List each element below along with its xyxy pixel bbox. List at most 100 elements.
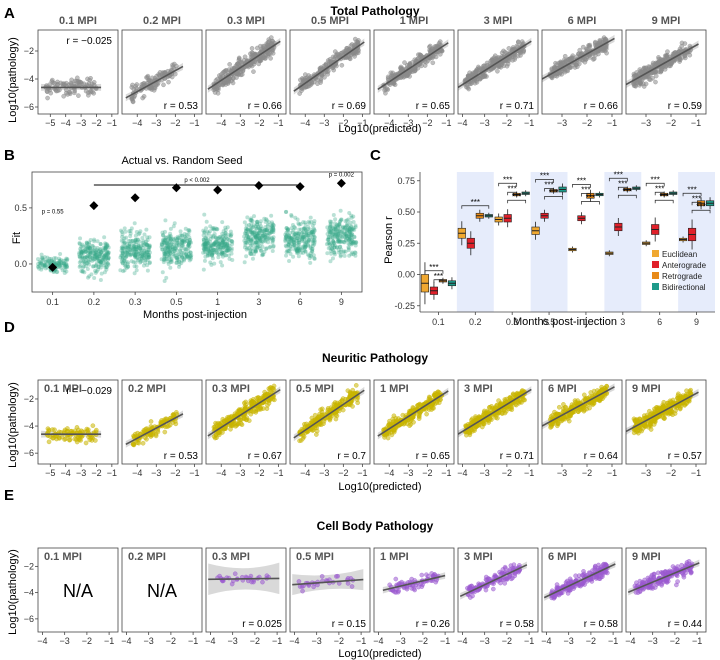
data-point [344, 55, 349, 61]
random-seed-point [87, 262, 92, 267]
p-value-label: p < 0.002 [184, 178, 210, 184]
x-tick-label: −2 [582, 118, 592, 128]
random-seed-point [185, 244, 190, 249]
x-tick-label: −3 [557, 118, 567, 128]
plot-area [41, 423, 102, 446]
random-seed-point [90, 264, 95, 269]
x-tick-label: 6 [298, 297, 303, 307]
data-point [480, 412, 486, 418]
data-point [631, 74, 637, 79]
data-point [474, 67, 480, 72]
y-tick-label: -0.25 [394, 301, 415, 311]
data-point [487, 405, 492, 410]
random-seed-point [266, 222, 271, 227]
data-point [252, 59, 258, 65]
data-point [140, 440, 146, 446]
random-seed-point [138, 254, 143, 259]
data-point [253, 410, 259, 415]
data-point [166, 79, 171, 85]
x-tick-label: 1 [215, 297, 220, 307]
random-seed-point [39, 255, 44, 260]
x-tick-label: −4 [132, 468, 142, 478]
data-point [141, 81, 147, 86]
data-point [648, 77, 653, 82]
x-tick-label: −2 [91, 468, 101, 478]
regression-line [626, 43, 699, 86]
random-seed-point [310, 241, 315, 246]
data-point [141, 427, 147, 433]
random-seed-point [249, 234, 254, 239]
x-tick-label: −3 [76, 118, 86, 128]
random-seed-point [270, 238, 275, 243]
random-seed-point [263, 235, 268, 240]
random-seed-point [64, 256, 69, 261]
y-tick-label: −2 [24, 46, 34, 56]
x-tick-label: −4 [457, 468, 467, 478]
random-seed-point [260, 253, 265, 258]
x-tick-label: −2 [502, 118, 512, 128]
legend-swatch [652, 283, 659, 290]
regression-line [542, 37, 615, 80]
panel-title: 6 MPI [568, 15, 597, 27]
significance-stars: *** [512, 192, 521, 201]
data-point [76, 93, 81, 98]
random-seed-point [309, 230, 314, 235]
random-seed-point [269, 213, 274, 218]
shaded-band [456, 172, 494, 312]
panel-title: 0.2 MPI [143, 15, 181, 27]
legend-swatch [652, 261, 659, 268]
random-seed-point [141, 251, 146, 256]
r-value: r = −0.029 [66, 386, 112, 397]
random-seed-point [221, 229, 226, 234]
random-seed-point [325, 251, 330, 256]
random-seed-point [188, 240, 193, 245]
random-seed-point [338, 208, 343, 213]
random-seed-point [209, 234, 214, 239]
x-tick-label: −1 [357, 468, 367, 478]
plot-area [293, 36, 365, 96]
regression-line [207, 40, 281, 90]
significance-stars: *** [549, 189, 558, 198]
data-point [298, 438, 304, 443]
random-seed-point [124, 241, 129, 246]
data-point [131, 442, 136, 447]
x-tick-label: −1 [524, 118, 534, 128]
data-point [75, 75, 80, 81]
data-point [466, 86, 472, 92]
data-point [86, 90, 91, 95]
regression-line [293, 41, 365, 92]
data-point [650, 60, 656, 66]
random-seed-point [102, 235, 107, 240]
data-point [344, 47, 349, 53]
random-seed-point [202, 212, 207, 217]
random-seed-point [300, 239, 305, 244]
random-seed-point [325, 237, 330, 242]
xlabel-b: Months post-injection [143, 309, 247, 321]
random-seed-point [289, 213, 294, 218]
x-tick-label: 0.3 [506, 317, 519, 327]
data-point [231, 66, 237, 71]
data-point [521, 48, 526, 54]
r-value: r = 0.7 [337, 451, 366, 462]
random-seed-point [284, 253, 289, 258]
plot-area [125, 410, 184, 448]
x-tick-label: −4 [457, 118, 467, 128]
data-point [391, 413, 397, 419]
data-point [45, 95, 50, 101]
data-point [235, 71, 241, 77]
r-value: r = 0.53 [164, 101, 199, 112]
random-seed-point [253, 235, 258, 240]
random-seed-point [220, 235, 225, 240]
data-point [584, 56, 589, 61]
x-tick-label: −3 [403, 118, 413, 128]
data-point [213, 78, 219, 83]
random-seed-point [264, 218, 269, 223]
x-tick-label: 1 [583, 317, 588, 327]
random-seed-point [226, 253, 231, 258]
random-seed-point [347, 226, 352, 231]
random-seed-point [39, 261, 44, 266]
data-point [242, 416, 247, 422]
random-seed-point [79, 269, 84, 274]
data-point [83, 440, 89, 446]
